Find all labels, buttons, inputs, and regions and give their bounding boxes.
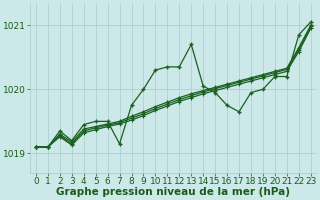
X-axis label: Graphe pression niveau de la mer (hPa): Graphe pression niveau de la mer (hPa) bbox=[56, 187, 290, 197]
